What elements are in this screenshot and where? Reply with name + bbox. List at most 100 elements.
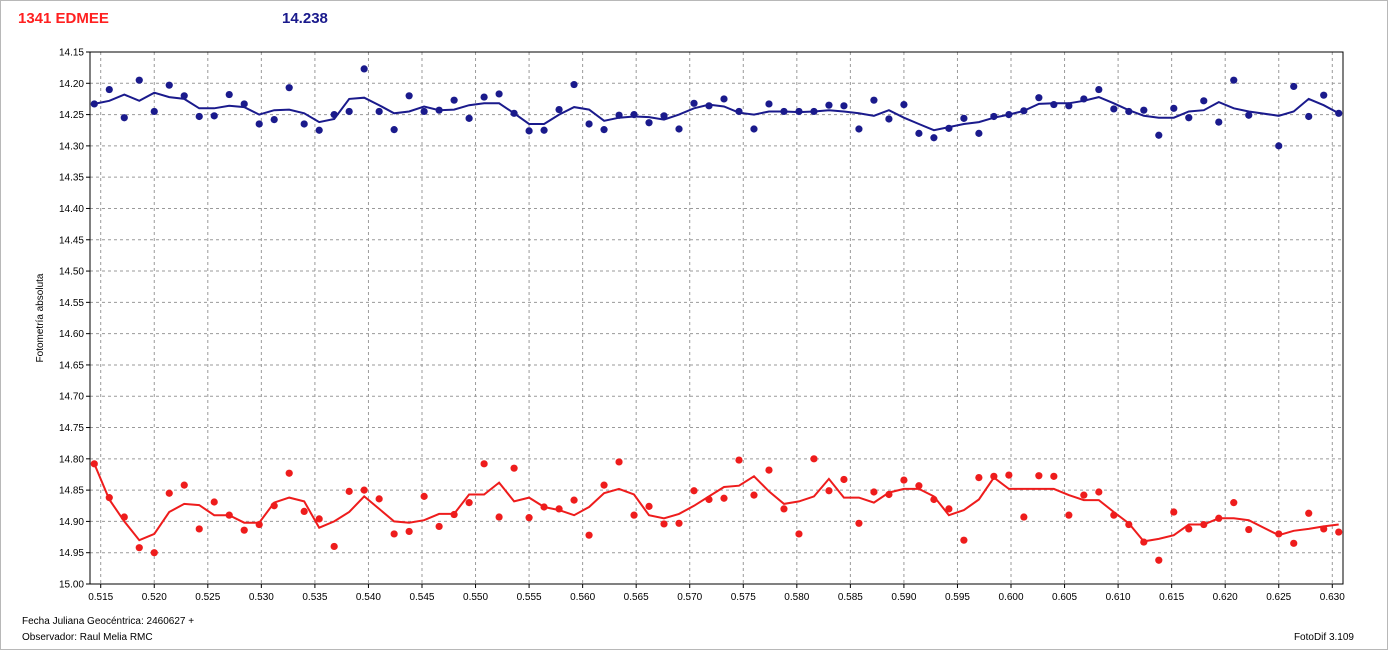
series-2-point — [645, 502, 653, 510]
y-axis-ticks: 14.15 14.20 14.25 14.30 14.35 14.40 14.45 14.50… — [59, 48, 90, 591]
series-1-point — [420, 107, 428, 116]
x-tick-label: 0.595 — [945, 592, 970, 603]
y-tick-label: 14.50 — [59, 267, 84, 278]
series-2-point — [360, 486, 368, 494]
series-2-point — [450, 510, 458, 519]
series-1-point — [750, 125, 758, 133]
series-1-point — [615, 111, 623, 119]
series-1-point — [240, 100, 248, 108]
series-2-point — [210, 498, 218, 506]
series-2-point — [90, 460, 98, 468]
series-2-point — [825, 487, 833, 495]
series-2-point — [990, 472, 998, 480]
series-1-point — [375, 107, 383, 116]
series-1-point — [360, 65, 368, 73]
series-1-point — [345, 107, 353, 116]
series-1-point — [405, 92, 413, 100]
series-1-point — [105, 85, 113, 94]
y-tick-label: 14.25 — [59, 110, 84, 121]
x-tick-label: 0.620 — [1213, 592, 1238, 603]
series-2-point — [420, 492, 428, 500]
series-1-point — [585, 120, 593, 128]
series-1-point — [660, 112, 668, 120]
series-2-point — [1140, 538, 1148, 546]
series-2-point — [1230, 499, 1238, 507]
series-1-point — [825, 101, 833, 109]
series-2-point — [285, 469, 293, 477]
series-1-point — [840, 102, 848, 110]
y-tick-label: 14.55 — [59, 298, 84, 309]
series-2-point — [810, 455, 818, 463]
series-2-point — [960, 536, 968, 544]
series-1-point — [570, 80, 578, 89]
series-2-point — [1290, 539, 1298, 547]
series-1-point — [150, 107, 158, 116]
series-1-point — [930, 134, 938, 142]
series-1-point — [255, 120, 263, 128]
series-2-point — [120, 513, 128, 521]
series-1-point — [720, 95, 728, 103]
series-1-point — [1020, 107, 1028, 115]
x-tick-label: 0.590 — [891, 592, 916, 603]
series-2-point — [945, 505, 953, 513]
series-1-point — [1125, 107, 1133, 116]
series-1-point — [135, 76, 143, 84]
series-2-point — [1215, 514, 1223, 522]
series-1-point — [1275, 142, 1283, 150]
series-1-point — [690, 99, 698, 107]
series-1-point — [495, 90, 503, 98]
series-2-point — [435, 522, 443, 531]
series-2-point — [1305, 509, 1313, 517]
series-2-point — [390, 530, 398, 538]
series-2-point — [465, 499, 473, 507]
series-2-point — [1005, 471, 1013, 479]
series-1-point — [990, 112, 998, 121]
series-2-point — [1080, 491, 1088, 499]
star-name: 1341 EDMEE — [18, 10, 109, 27]
series-1-point — [1230, 76, 1238, 84]
series-1-point — [645, 119, 653, 127]
x-tick-label: 0.550 — [463, 592, 488, 603]
series-1-point — [630, 110, 638, 119]
series-2-point — [975, 474, 983, 482]
series-1-point — [945, 124, 953, 132]
x-tick-label: 0.610 — [1106, 592, 1131, 603]
series-1-point — [300, 120, 308, 128]
series-1-point — [525, 127, 533, 135]
series-1-point — [315, 126, 323, 134]
x-tick-label: 0.570 — [677, 592, 702, 603]
series-2-point — [1095, 488, 1103, 496]
series-2-point — [765, 466, 773, 474]
series-1-point — [120, 114, 128, 122]
series-2-point — [870, 488, 878, 496]
series-1-point — [435, 106, 443, 114]
series-2-point — [1155, 556, 1163, 564]
x-tick-label: 0.525 — [195, 592, 220, 603]
observer-label: Observador: Raul Melia RMC — [22, 632, 153, 643]
series-2-point — [480, 460, 488, 468]
series-2-point — [780, 505, 788, 513]
series-2-point — [240, 526, 248, 534]
series-2-point — [180, 481, 188, 489]
series-2-point — [795, 530, 803, 538]
series-1-point — [180, 92, 188, 100]
y-axis-label: Fotometría absoluta — [35, 273, 46, 362]
series-1-point — [705, 102, 713, 110]
series-1-point — [555, 105, 563, 114]
series-1-point — [1170, 104, 1178, 112]
series-2-point — [1335, 528, 1343, 536]
x-tick-label: 0.555 — [517, 592, 542, 603]
series-2-point — [540, 503, 548, 511]
series-1-point — [480, 93, 488, 101]
series-1-point — [210, 112, 218, 120]
series-1-point — [765, 100, 773, 108]
series-1-point — [1110, 105, 1118, 113]
series-2-point — [330, 542, 338, 551]
series-2-point — [375, 495, 383, 503]
series-1-point — [1290, 82, 1298, 91]
series-1-point — [675, 125, 683, 133]
grid — [90, 52, 1343, 584]
series-2-point — [150, 549, 158, 557]
y-tick-label: 14.30 — [59, 141, 84, 152]
